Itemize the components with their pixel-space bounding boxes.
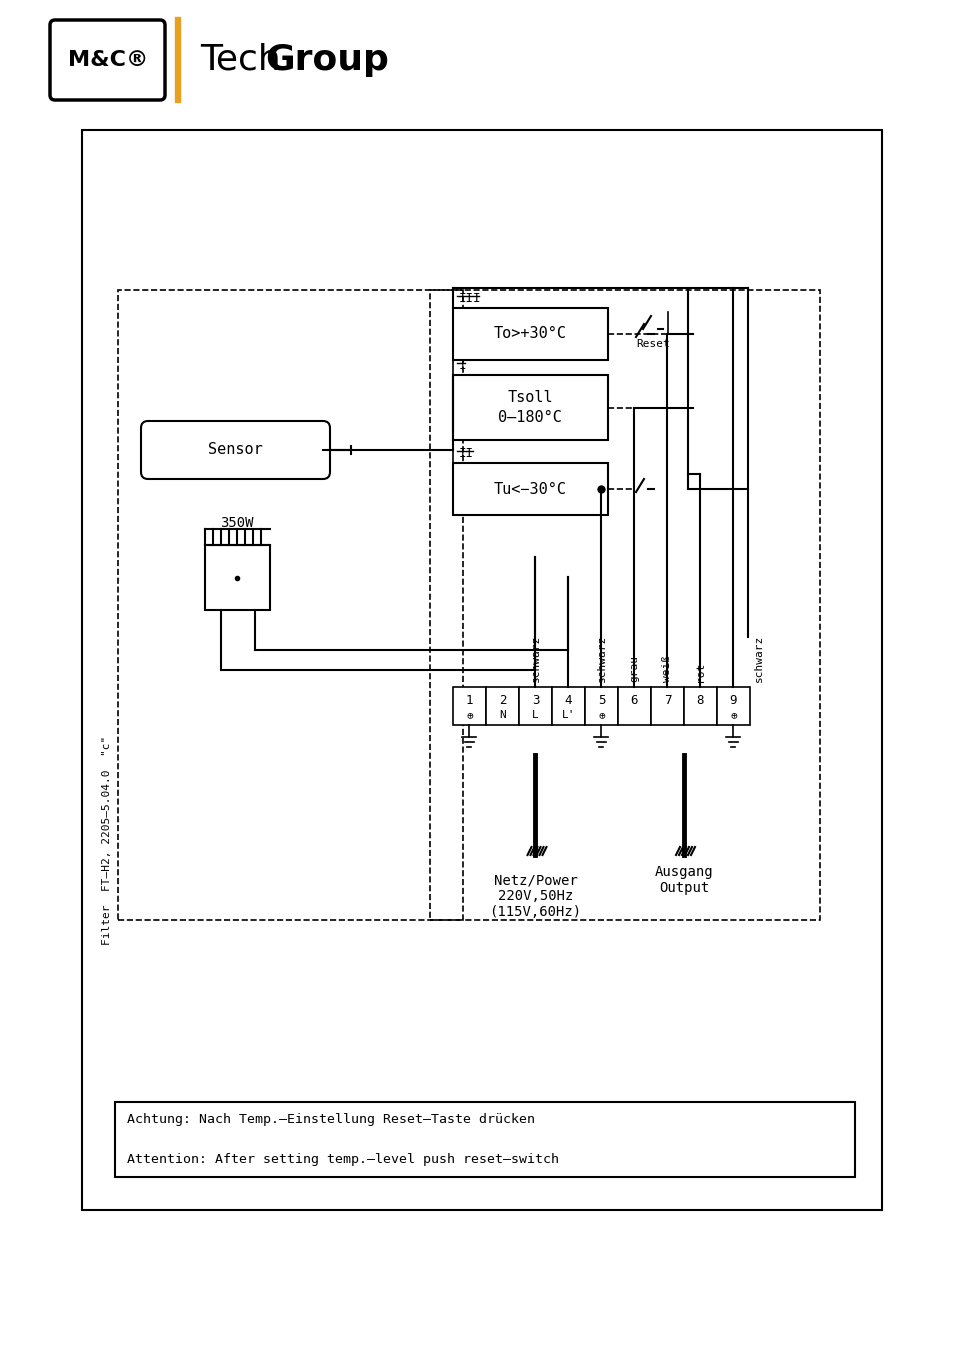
Text: Achtung: Nach Temp.–Einstellung Reset–Taste drücken: Achtung: Nach Temp.–Einstellung Reset–Ta…: [127, 1114, 535, 1126]
Text: Tsoll: Tsoll: [507, 390, 552, 405]
Text: 350W: 350W: [220, 516, 253, 531]
Text: ⊕: ⊕: [466, 710, 473, 721]
Bar: [453, 375, 607, 440]
Text: 3: 3: [531, 694, 538, 707]
Text: L': L': [561, 710, 575, 721]
Text: weiß: weiß: [661, 655, 672, 682]
Text: 1: 1: [465, 694, 473, 707]
Text: Sensor: Sensor: [208, 443, 262, 458]
Text: Filter  FT–H2, 2205–5.04.0  "c": Filter FT–H2, 2205–5.04.0 "c": [102, 736, 112, 945]
Text: 8: 8: [696, 694, 703, 707]
Bar: [584, 687, 618, 725]
Text: 7: 7: [663, 694, 671, 707]
Text: M&C®: M&C®: [68, 50, 148, 70]
Text: ⊕: ⊕: [729, 710, 736, 721]
Text: Tech: Tech: [200, 43, 280, 77]
Bar: [453, 687, 485, 725]
Bar: [205, 545, 270, 610]
Text: 2: 2: [498, 694, 506, 707]
Text: N: N: [498, 710, 505, 721]
Bar: [453, 463, 607, 514]
Text: 5: 5: [598, 694, 604, 707]
Text: schwarz: schwarz: [596, 634, 606, 682]
Bar: [683, 687, 717, 725]
Text: Ausgang
Output: Ausgang Output: [654, 865, 713, 895]
Bar: [115, 1102, 854, 1177]
Text: 0–180°C: 0–180°C: [497, 410, 561, 425]
Text: To>+30°C: To>+30°C: [493, 327, 566, 342]
Text: Tu<−30°C: Tu<−30°C: [493, 482, 566, 497]
Bar: [485, 687, 518, 725]
Bar: [552, 687, 584, 725]
Bar: [453, 308, 607, 360]
Bar: [518, 687, 552, 725]
FancyBboxPatch shape: [141, 421, 330, 479]
Text: ⊕: ⊕: [598, 710, 604, 721]
Text: schwarz: schwarz: [530, 634, 540, 682]
Text: III: III: [458, 292, 481, 305]
Bar: [82, 130, 882, 1210]
Text: Netz/Power
220V,50Hz
(115V,60Hz): Netz/Power 220V,50Hz (115V,60Hz): [489, 873, 581, 919]
Bar: [618, 687, 650, 725]
Text: 9: 9: [729, 694, 737, 707]
Text: 4: 4: [564, 694, 572, 707]
Text: grau: grau: [629, 655, 639, 682]
Text: Reset: Reset: [636, 339, 669, 350]
Text: Attention: After setting temp.–level push reset–switch: Attention: After setting temp.–level pus…: [127, 1153, 558, 1165]
Bar: [430, 290, 820, 919]
FancyBboxPatch shape: [50, 20, 165, 100]
Text: Group: Group: [265, 43, 389, 77]
Text: 6: 6: [630, 694, 638, 707]
Text: I: I: [458, 359, 466, 373]
Text: rot: rot: [695, 662, 705, 682]
Bar: [118, 290, 462, 919]
Bar: [174, 18, 180, 103]
Bar: [650, 687, 683, 725]
Text: L: L: [532, 710, 538, 721]
Text: schwarz: schwarz: [753, 634, 762, 682]
Text: II: II: [458, 447, 474, 460]
Bar: [717, 687, 749, 725]
